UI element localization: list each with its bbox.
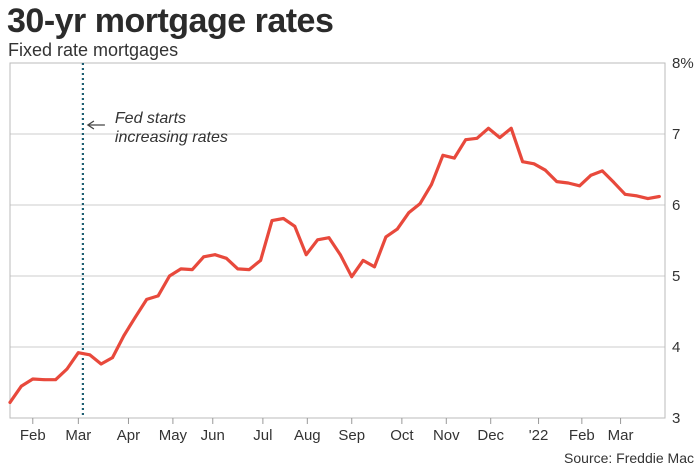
rate-point xyxy=(430,183,433,186)
x-tick-label: Sep xyxy=(338,427,365,444)
rate-point xyxy=(236,267,240,271)
rate-point xyxy=(543,168,547,172)
rate-point xyxy=(441,153,445,157)
rate-point xyxy=(122,334,126,338)
rate-point xyxy=(646,197,650,201)
rate-point xyxy=(361,258,365,262)
rate-point xyxy=(133,315,137,319)
rate-point xyxy=(635,194,638,198)
rate-point xyxy=(487,126,490,130)
annotation: Fed starts increasing rates xyxy=(81,63,228,418)
rate-point xyxy=(247,268,251,272)
rate-point xyxy=(156,294,160,298)
x-tick-label: Jul xyxy=(253,427,272,444)
grid-lines xyxy=(10,62,665,419)
chart-subtitle: Fixed rate mortgages xyxy=(8,40,179,60)
rate-point xyxy=(327,236,331,240)
rate-point xyxy=(418,202,422,205)
rate-point xyxy=(350,275,354,279)
rate-point xyxy=(657,195,661,198)
source-note: Source: Freddie Mac xyxy=(564,450,694,466)
rate-point xyxy=(145,298,149,301)
rate-point xyxy=(521,160,525,164)
rate-point xyxy=(384,235,388,239)
x-tick-label: Mar xyxy=(608,427,634,444)
y-tick-label: 8% xyxy=(672,55,694,72)
rate-point xyxy=(464,138,468,142)
rate-point xyxy=(190,268,194,272)
plot-frame xyxy=(9,62,666,419)
rate-point xyxy=(578,184,581,188)
x-tick-label: Aug xyxy=(294,427,321,444)
annotation-arrow-head xyxy=(86,120,95,130)
rate-point xyxy=(259,258,263,262)
x-axis: Feb Mar Apr May Jun Jul Aug Sep Oct Nov Dec '22 Feb M… xyxy=(20,418,634,444)
rate-point xyxy=(54,378,57,382)
rate-point xyxy=(498,136,502,139)
x-tick-label: Oct xyxy=(390,427,414,444)
rate-point xyxy=(452,156,456,160)
rate-point xyxy=(338,253,342,257)
chart-title: 30-yr mortgage rates xyxy=(7,2,334,40)
rate-point xyxy=(407,211,411,215)
rate-point xyxy=(395,227,399,231)
rate-point xyxy=(76,351,80,355)
y-tick-label: 6 xyxy=(672,197,680,214)
x-tick-label: Jun xyxy=(201,427,225,444)
rate-point xyxy=(509,126,513,130)
rate-point xyxy=(589,173,593,177)
y-axis: 3 4 5 6 7 8% xyxy=(672,55,694,427)
rate-point xyxy=(281,217,285,220)
rate-point xyxy=(293,224,297,228)
series xyxy=(8,126,661,404)
rate-point xyxy=(8,400,12,404)
rate-line-series xyxy=(8,126,661,404)
x-tick-label: Apr xyxy=(117,427,140,444)
rate-point xyxy=(19,384,23,388)
rate-point xyxy=(555,180,559,183)
rate-point xyxy=(270,219,274,223)
x-tick-label: Mar xyxy=(65,427,91,444)
rate-point xyxy=(202,255,206,259)
rate-point xyxy=(42,378,46,382)
rate-point xyxy=(475,136,479,140)
x-tick-label: '22 xyxy=(529,427,549,444)
y-tick-label: 3 xyxy=(672,410,680,427)
y-tick-label: 4 xyxy=(672,339,680,356)
rate-point xyxy=(179,267,183,271)
rate-point xyxy=(65,367,69,371)
rate-point xyxy=(316,238,319,242)
x-tick-label: Nov xyxy=(433,427,460,444)
rate-point xyxy=(88,353,92,357)
rate-point xyxy=(111,356,114,360)
rate-point xyxy=(612,180,616,184)
annotation-label: increasing rates xyxy=(115,129,228,146)
rate-point xyxy=(225,256,228,260)
rate-point xyxy=(373,265,376,269)
rate-point xyxy=(168,274,171,278)
x-tick-label: May xyxy=(159,427,188,444)
rate-point xyxy=(31,377,35,381)
x-tick-label: Dec xyxy=(477,427,504,444)
rate-point xyxy=(600,169,604,173)
y-tick-label: 7 xyxy=(672,126,680,143)
rate-point xyxy=(99,362,103,366)
rate-point xyxy=(566,181,570,185)
rate-point xyxy=(213,253,217,257)
x-tick-label: Feb xyxy=(20,427,46,444)
annotation-label: Fed starts xyxy=(115,110,186,127)
rate-point xyxy=(623,192,627,196)
y-tick-label: 5 xyxy=(672,268,680,285)
rate-point xyxy=(304,253,308,257)
rate-point xyxy=(532,162,536,166)
x-tick-label: Feb xyxy=(569,427,595,444)
